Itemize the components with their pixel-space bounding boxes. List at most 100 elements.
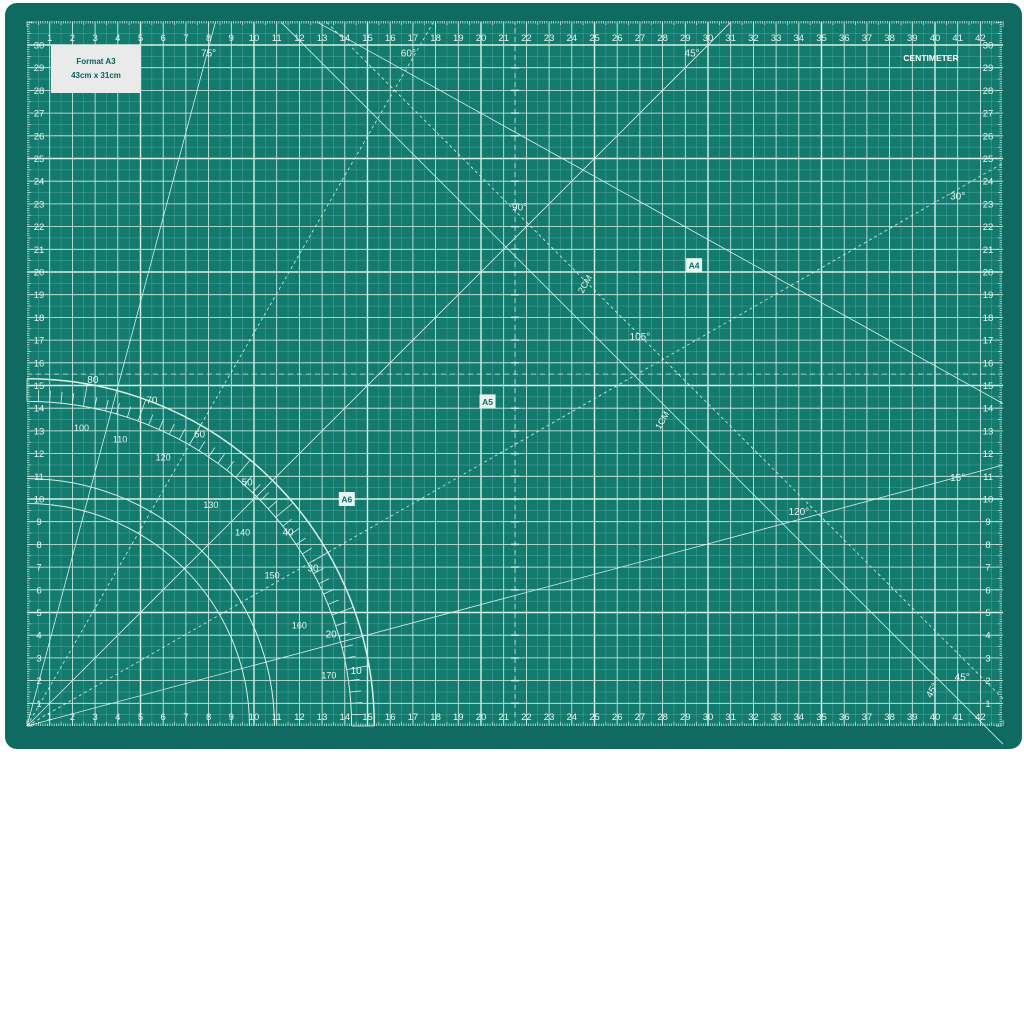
x-tick-label: 27 bbox=[635, 712, 646, 723]
y-tick-label: 11 bbox=[983, 472, 993, 483]
edge-rulers bbox=[26, 21, 1004, 727]
y-tick-label: 19 bbox=[983, 290, 994, 301]
protractor-tick bbox=[302, 547, 313, 555]
x-tick-label: 38 bbox=[884, 33, 895, 44]
x-tick-label: 17 bbox=[408, 712, 419, 723]
y-tick-label: 23 bbox=[983, 199, 994, 210]
angle-label: 75° bbox=[201, 48, 216, 59]
y-tick-label: 14 bbox=[983, 404, 994, 415]
y-tick-label: 18 bbox=[983, 313, 994, 324]
x-tick-label: 27 bbox=[635, 33, 646, 44]
angle-label: 15° bbox=[950, 473, 965, 484]
marker-badge bbox=[686, 258, 703, 273]
protractor-inner-label: 150 bbox=[265, 570, 280, 580]
angle-label: 45° bbox=[685, 48, 700, 59]
x-tick-label: 15 bbox=[362, 33, 373, 44]
y-tick-label: 2 bbox=[36, 676, 41, 687]
x-tick-label: 11 bbox=[272, 712, 282, 723]
unit-label: CENTIMETER bbox=[903, 53, 959, 63]
x-tick-label: 29 bbox=[680, 33, 691, 44]
format-markers: A4 A5 A6 bbox=[338, 258, 703, 506]
angle-label: 120° bbox=[788, 507, 809, 518]
x-tick-label: 32 bbox=[748, 33, 759, 44]
protractor-tick bbox=[323, 588, 335, 595]
marker-label: A4 bbox=[689, 261, 700, 271]
y-tick-label: 5 bbox=[36, 608, 41, 619]
protractor-arc bbox=[26, 377, 376, 727]
y-tick-label: 16 bbox=[983, 358, 994, 369]
y-tick-label: 3 bbox=[36, 653, 41, 664]
x-tick-label: 26 bbox=[612, 712, 623, 723]
x-tick-label: 25 bbox=[589, 712, 600, 723]
x-tick-label: 38 bbox=[884, 712, 895, 723]
y-tick-label: 11 bbox=[34, 472, 44, 483]
y-tick-label: 14 bbox=[34, 404, 45, 415]
x-tick-label: 19 bbox=[453, 33, 464, 44]
protractor-inner-label: 100 bbox=[74, 423, 89, 433]
x-tick-label: 28 bbox=[657, 33, 668, 44]
protractor-tick bbox=[217, 453, 225, 464]
protractor-tick bbox=[335, 621, 347, 627]
x-tick-label: 33 bbox=[771, 712, 782, 723]
x-tick-label: 7 bbox=[183, 33, 188, 44]
protractor-tick bbox=[137, 399, 147, 422]
x-tick-label: 35 bbox=[816, 33, 827, 44]
x-tick-label: 17 bbox=[408, 33, 419, 44]
y-tick-label: 22 bbox=[983, 222, 994, 233]
protractor-tick bbox=[260, 492, 269, 501]
x-tick-label: 28 bbox=[657, 712, 668, 723]
y-tick-label: 23 bbox=[34, 199, 45, 210]
y-tick-label: 28 bbox=[983, 86, 994, 97]
y-tick-label: 30 bbox=[983, 41, 994, 52]
protractor-tick bbox=[82, 383, 88, 407]
line-135deg bbox=[317, 21, 1004, 405]
x-tick-label: 14 bbox=[340, 33, 351, 44]
marker-badge bbox=[338, 492, 355, 506]
protractor-tick bbox=[105, 399, 109, 412]
mat-surface bbox=[27, 21, 1002, 726]
x-tick-label: 34 bbox=[794, 712, 805, 723]
x-tick-label: 24 bbox=[567, 33, 578, 44]
y-tick-label: 2 bbox=[985, 676, 990, 687]
protractor-outer-label: 70 bbox=[146, 396, 158, 407]
x-tick-label: 40 bbox=[930, 712, 941, 723]
x-tick-label: 40 bbox=[930, 33, 941, 44]
y-tick-label: 18 bbox=[34, 313, 45, 324]
y-tick-label: 20 bbox=[34, 268, 45, 279]
x-tick-label: 19 bbox=[453, 712, 464, 723]
y-tick-label: 4 bbox=[36, 631, 41, 642]
x-tick-label: 24 bbox=[567, 712, 578, 723]
protractor-inner-label: 140 bbox=[235, 527, 250, 537]
x-tick-label: 33 bbox=[771, 33, 782, 44]
angle-label: 105° bbox=[630, 332, 651, 343]
x-tick-label: 30 bbox=[703, 712, 714, 723]
x-tick-label: 22 bbox=[521, 33, 532, 44]
y-tick-label: 12 bbox=[34, 449, 45, 460]
y-tick-label: 24 bbox=[34, 177, 45, 188]
x-tick-label: 13 bbox=[317, 33, 328, 44]
protractor-tick bbox=[267, 500, 277, 510]
protractor-tick bbox=[179, 429, 186, 440]
y-tick-label: 22 bbox=[34, 222, 45, 233]
protractor-tick bbox=[188, 425, 202, 446]
x-tick-label: 3 bbox=[92, 33, 97, 44]
x-tick-label: 36 bbox=[839, 712, 850, 723]
x-tick-label: 23 bbox=[544, 33, 555, 44]
format-title: Format A3 bbox=[76, 57, 116, 66]
y-tick-label: 1 bbox=[36, 699, 41, 710]
y-tick-label: 15 bbox=[983, 381, 994, 392]
x-tick-label: 20 bbox=[476, 712, 487, 723]
bottom-scale-numbers: 1 2 3 4 5 6 7 8 9 10 11 12 13 14 15 16 17 18 19 20 21 22 23 24 2… bbox=[47, 712, 986, 723]
protractor-tick bbox=[126, 406, 132, 418]
line-30deg bbox=[26, 162, 1004, 727]
protractor-tick bbox=[252, 484, 261, 493]
x-tick-label: 10 bbox=[249, 712, 260, 723]
protractor-tick bbox=[275, 502, 294, 518]
format-size: 43cm x 31cm bbox=[71, 71, 121, 80]
x-tick-label: 42 bbox=[975, 33, 986, 44]
y-tick-label: 13 bbox=[983, 426, 994, 437]
protractor-tick bbox=[348, 678, 360, 682]
protractor-tick bbox=[313, 567, 324, 574]
x-tick-label: 2 bbox=[70, 33, 75, 44]
